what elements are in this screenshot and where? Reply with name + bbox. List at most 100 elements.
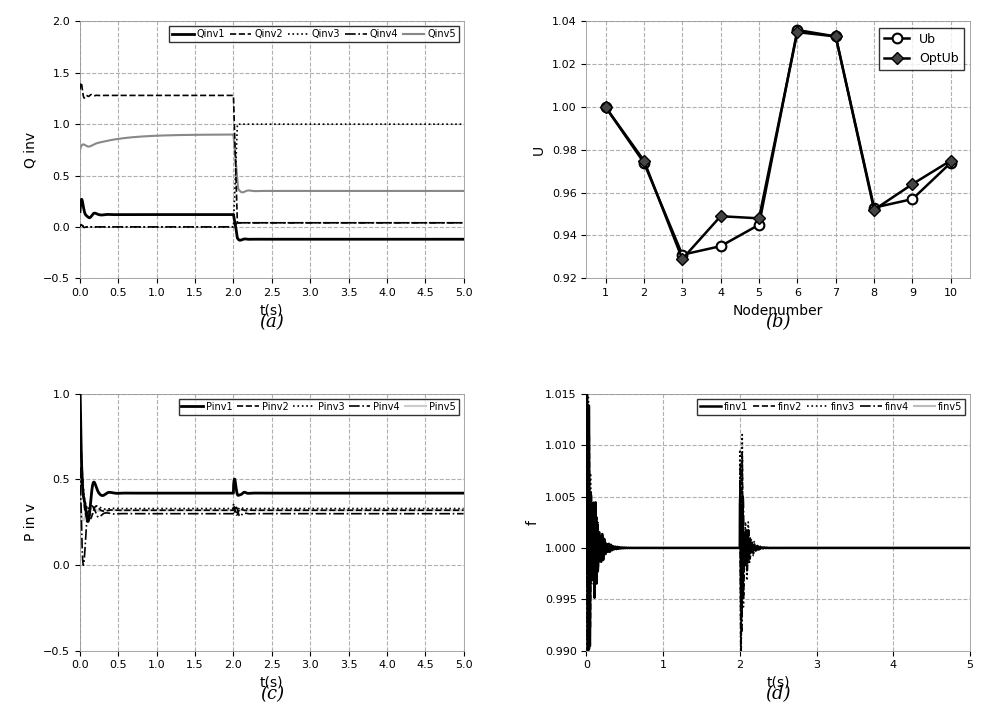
OptUb <box>753 214 765 222</box>
Qinv2 <box>90 91 102 99</box>
Qinv1 <box>74 207 86 216</box>
X-axis label: t(s): t(s) <box>260 676 284 690</box>
Pinv3 <box>75 464 87 473</box>
Qinv2 <box>262 219 274 227</box>
Qinv1 <box>262 235 274 244</box>
Line: Pinv1: Pinv1 <box>80 394 464 521</box>
Pinv3 <box>458 504 470 513</box>
finv4 <box>582 516 594 524</box>
Qinv2 <box>76 81 88 89</box>
OptUb <box>600 103 612 112</box>
Text: (b): (b) <box>765 313 791 331</box>
Qinv5 <box>236 188 248 197</box>
Pinv2 <box>458 506 470 515</box>
Qinv1 <box>90 209 102 218</box>
Qinv5 <box>90 139 102 148</box>
Text: (c): (c) <box>260 686 284 704</box>
finv4 <box>656 543 668 552</box>
Line: Pinv2: Pinv2 <box>80 448 464 519</box>
finv1 <box>964 543 976 552</box>
Pinv3 <box>74 478 86 487</box>
Ub <box>715 242 727 250</box>
finv2 <box>580 512 592 521</box>
Pinv5 <box>76 511 88 520</box>
Pinv5 <box>97 506 109 515</box>
Pinv2 <box>75 443 87 452</box>
OptUb <box>868 205 880 214</box>
Pinv3 <box>85 512 97 521</box>
finv2 <box>581 396 593 405</box>
Ub <box>868 203 880 212</box>
Qinv4 <box>458 219 470 227</box>
finv3 <box>596 541 608 550</box>
Pinv2 <box>90 502 102 511</box>
Ub <box>676 250 688 259</box>
Ub <box>830 32 842 41</box>
finv4 <box>581 646 593 655</box>
Qinv1 <box>97 211 109 220</box>
Ub <box>753 220 765 229</box>
Pinv5 <box>90 506 102 514</box>
Line: finv3: finv3 <box>586 398 970 651</box>
finv4 <box>596 538 608 546</box>
finv3 <box>603 543 615 552</box>
Pinv1 <box>437 489 449 498</box>
Ub <box>791 26 803 34</box>
finv4 <box>603 546 615 554</box>
Qinv5 <box>149 132 161 140</box>
Qinv4 <box>97 222 109 231</box>
Pinv5 <box>77 516 89 525</box>
Qinv3 <box>262 120 274 129</box>
Pinv5 <box>262 506 274 515</box>
Pinv2 <box>437 506 449 515</box>
Qinv4 <box>74 222 86 231</box>
finv4 <box>580 430 592 439</box>
Pinv3 <box>90 502 102 511</box>
Line: Qinv5: Qinv5 <box>80 134 464 192</box>
Y-axis label: P in v: P in v <box>24 503 38 541</box>
Line: Qinv2: Qinv2 <box>80 82 464 223</box>
Qinv1 <box>234 236 246 245</box>
finv5 <box>603 543 615 552</box>
finv1 <box>596 531 608 540</box>
Qinv5 <box>227 130 239 139</box>
Line: Ub: Ub <box>601 25 956 260</box>
Pinv4 <box>77 561 89 570</box>
Qinv4 <box>262 219 274 227</box>
finv2 <box>582 646 594 655</box>
Qinv3 <box>458 120 470 129</box>
finv3 <box>582 416 594 425</box>
Qinv3 <box>90 222 102 231</box>
finv5 <box>580 543 592 552</box>
Qinv1 <box>458 235 470 244</box>
Legend: finv1, finv2, finv3, finv4, finv5: finv1, finv2, finv3, finv4, finv5 <box>697 399 965 415</box>
Pinv5 <box>149 506 161 515</box>
Qinv3 <box>437 120 449 129</box>
Qinv5 <box>97 137 109 146</box>
Pinv1 <box>458 489 470 498</box>
Pinv4 <box>149 509 161 518</box>
Qinv4 <box>437 219 449 227</box>
X-axis label: t(s): t(s) <box>766 676 790 690</box>
Pinv5 <box>458 506 470 515</box>
Qinv3 <box>74 222 86 231</box>
Qinv2 <box>75 78 87 87</box>
Qinv2 <box>97 91 109 99</box>
Pinv1 <box>149 489 161 498</box>
finv1 <box>944 543 956 552</box>
finv2 <box>768 543 780 552</box>
Qinv3 <box>231 120 243 129</box>
Legend: Ub, OptUb: Ub, OptUb <box>879 28 964 70</box>
finv5 <box>582 543 594 552</box>
Pinv4 <box>458 509 470 518</box>
OptUb <box>715 212 727 220</box>
finv1 <box>582 646 594 655</box>
Pinv4 <box>437 509 449 518</box>
Pinv2 <box>149 506 161 515</box>
finv5 <box>944 543 956 552</box>
finv2 <box>603 542 615 551</box>
OptUb <box>638 157 650 165</box>
finv4 <box>583 423 595 432</box>
Pinv4 <box>97 510 109 518</box>
Legend: Qinv1, Qinv2, Qinv3, Qinv4, Qinv5: Qinv1, Qinv2, Qinv3, Qinv4, Qinv5 <box>169 26 459 42</box>
